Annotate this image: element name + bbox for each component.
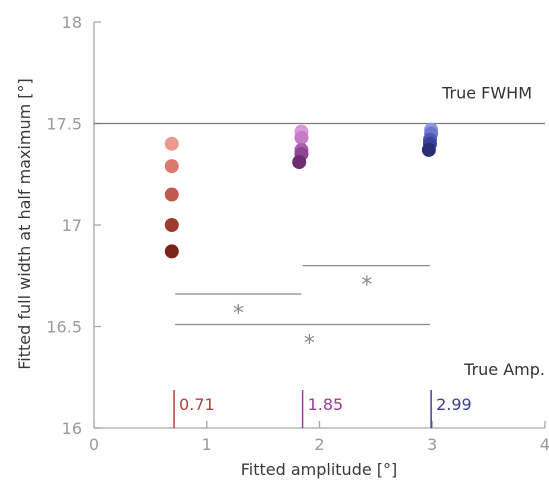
data-point [164,218,179,232]
significance-star: * [361,273,372,298]
true-amp-value: 0.71 [179,395,215,414]
y-tick-label: 17 [62,216,82,235]
x-tick-label: 2 [314,435,324,454]
x-tick-label: 0 [89,435,99,454]
data-point [164,187,179,202]
true-amp-label: True Amp. [463,360,545,379]
significance-group: * * * [175,264,430,357]
true-amp-value: 1.85 [308,395,344,414]
data-point [164,159,179,174]
y-tick-label: 17.5 [46,115,82,134]
true-amplitude-group: True Amp. 0.71 1.85 2.99 [173,360,545,428]
data-point [421,142,436,157]
true-fwhm-label: True FWHM [441,84,532,103]
y-axis-label: Fitted full width at half maximum [°] [15,78,34,370]
data-point [164,244,179,259]
y-tick-label: 16 [62,419,82,438]
x-tick-label: 3 [427,435,437,454]
significance-star: * [233,301,244,326]
axes: 16 16.5 17 17.5 18 0 1 2 3 4 [46,13,549,454]
x-tick-label: 1 [202,435,212,454]
data-point [292,155,307,170]
significance-star: * [304,332,315,357]
data-point [164,136,179,151]
reference-line-group: True FWHM [94,84,545,125]
points-group [164,122,439,259]
x-tick-label: 4 [540,435,549,454]
y-tick-label: 18 [62,13,82,32]
true-amp-value: 2.99 [436,395,472,414]
data-point [294,130,309,145]
y-tick-label: 16.5 [46,318,82,337]
x-axis-label: Fitted amplitude [°] [241,460,398,479]
